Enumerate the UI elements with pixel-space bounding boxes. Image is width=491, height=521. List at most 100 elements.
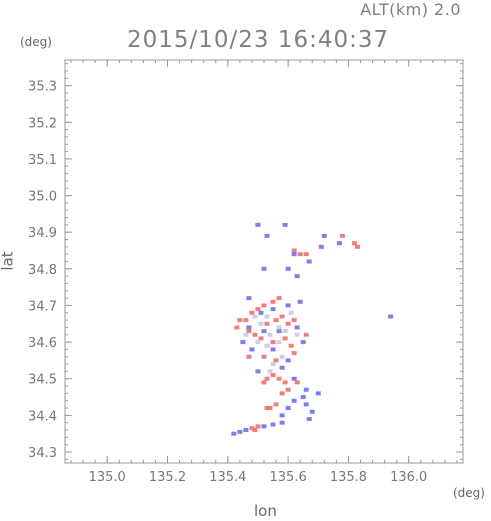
data-point-negative	[336, 241, 342, 246]
data-point-neutral	[267, 332, 273, 337]
y-axis-unit: (deg)	[20, 35, 52, 49]
data-point-positive	[288, 343, 294, 348]
data-point-negative	[315, 391, 321, 396]
data-point-positive	[351, 241, 357, 246]
data-point-negative	[261, 329, 267, 334]
data-point-positive	[252, 428, 258, 433]
data-point-negative	[306, 259, 312, 264]
y-tick-label: 34.7	[28, 299, 57, 314]
data-point-positive	[285, 387, 291, 392]
data-point-neutral	[243, 332, 249, 337]
data-point-negative	[291, 398, 297, 403]
y-tick-label: 34.4	[28, 409, 57, 424]
data-point-positive	[246, 354, 252, 359]
data-point-negative	[270, 307, 276, 312]
data-point-neutral	[282, 329, 288, 334]
data-point-negative	[294, 325, 300, 330]
data-point-positive	[273, 358, 279, 363]
data-point-positive	[297, 252, 303, 257]
data-point-negative	[255, 222, 261, 227]
data-point-negative	[306, 417, 312, 422]
data-point-neutral	[276, 325, 282, 330]
data-point-positive	[237, 318, 243, 323]
data-point-neutral	[258, 321, 264, 326]
data-point-neutral	[264, 343, 270, 348]
data-point-positive	[291, 318, 297, 323]
data-point-positive	[282, 336, 288, 341]
x-tick-label: 135.0	[89, 470, 126, 485]
data-point-negative	[303, 387, 309, 392]
data-point-negative	[321, 233, 327, 238]
data-point-positive	[303, 252, 309, 257]
data-point-negative	[285, 406, 291, 411]
y-tick-label: 35.3	[28, 80, 57, 95]
data-point-positive	[270, 299, 276, 304]
y-tick-label: 34.3	[28, 446, 57, 461]
data-point-negative	[285, 266, 291, 271]
data-point-negative	[237, 429, 243, 434]
data-point-positive	[273, 318, 279, 323]
data-point-negative	[300, 340, 306, 345]
x-axis-unit: (deg)	[453, 486, 485, 500]
y-tick-label: 34.6	[28, 336, 57, 351]
data-point-positive	[294, 380, 300, 385]
data-point-negative	[318, 244, 324, 249]
data-point-negative	[243, 428, 249, 433]
data-point-positive	[291, 248, 297, 253]
data-point-positive	[261, 354, 267, 359]
data-point-positive	[255, 424, 261, 429]
data-point-positive	[261, 303, 267, 308]
x-axis-label: lon	[254, 502, 277, 520]
data-point-neutral	[294, 332, 300, 337]
altitude-label: ALT(km) 2.0	[360, 0, 461, 19]
data-point-positive	[252, 332, 258, 337]
data-point-positive	[279, 391, 285, 396]
data-point-neutral	[276, 340, 282, 345]
data-point-negative	[303, 402, 309, 407]
data-point-positive	[273, 402, 279, 407]
data-point-negative	[309, 409, 315, 414]
data-point-positive	[267, 406, 273, 411]
y-tick-label: 34.8	[28, 263, 57, 278]
data-point-neutral	[267, 369, 273, 374]
x-tick-label: 135.8	[330, 470, 367, 485]
data-point-positive	[234, 325, 240, 330]
data-point-negative	[279, 413, 285, 418]
y-tick-label: 35.2	[28, 116, 57, 131]
data-point-positive	[279, 314, 285, 319]
data-point-negative	[388, 314, 394, 319]
data-point-negative	[279, 420, 285, 425]
data-point-neutral	[279, 354, 285, 359]
data-point-negative	[297, 299, 303, 304]
data-point-negative	[255, 369, 261, 374]
data-point-positive	[258, 336, 264, 341]
data-point-neutral	[264, 314, 270, 319]
data-point-positive	[243, 318, 249, 323]
data-point-negative	[279, 365, 285, 370]
data-point-negative	[261, 424, 267, 429]
data-points	[231, 222, 394, 436]
data-point-negative	[261, 266, 267, 271]
axis-ticks: 135.0 135.2 135.4 135.6 135.8 136.0 34.3 34.4 34…	[28, 60, 463, 485]
data-point-positive	[255, 307, 261, 312]
y-tick-label: 35.0	[28, 190, 57, 205]
data-point-positive	[264, 376, 270, 381]
y-tick-label: 34.9	[28, 226, 57, 241]
data-point-negative	[246, 296, 252, 301]
data-point-negative	[258, 310, 264, 315]
x-tick-label: 135.4	[209, 470, 246, 485]
data-point-negative	[246, 325, 252, 330]
x-tick-label: 135.6	[270, 470, 307, 485]
data-point-positive	[339, 233, 345, 238]
data-point-positive	[264, 406, 270, 411]
data-point-positive	[264, 321, 270, 326]
data-point-neutral	[288, 310, 294, 315]
plot-frame	[64, 59, 464, 464]
x-tick-label: 135.2	[149, 470, 186, 485]
data-point-positive	[249, 310, 255, 315]
y-tick-label: 35.1	[28, 153, 57, 168]
data-point-negative	[270, 347, 276, 352]
data-point-negative	[291, 376, 297, 381]
data-point-positive	[246, 329, 252, 334]
